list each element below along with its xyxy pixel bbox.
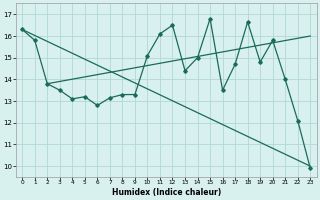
X-axis label: Humidex (Indice chaleur): Humidex (Indice chaleur) [112,188,221,197]
